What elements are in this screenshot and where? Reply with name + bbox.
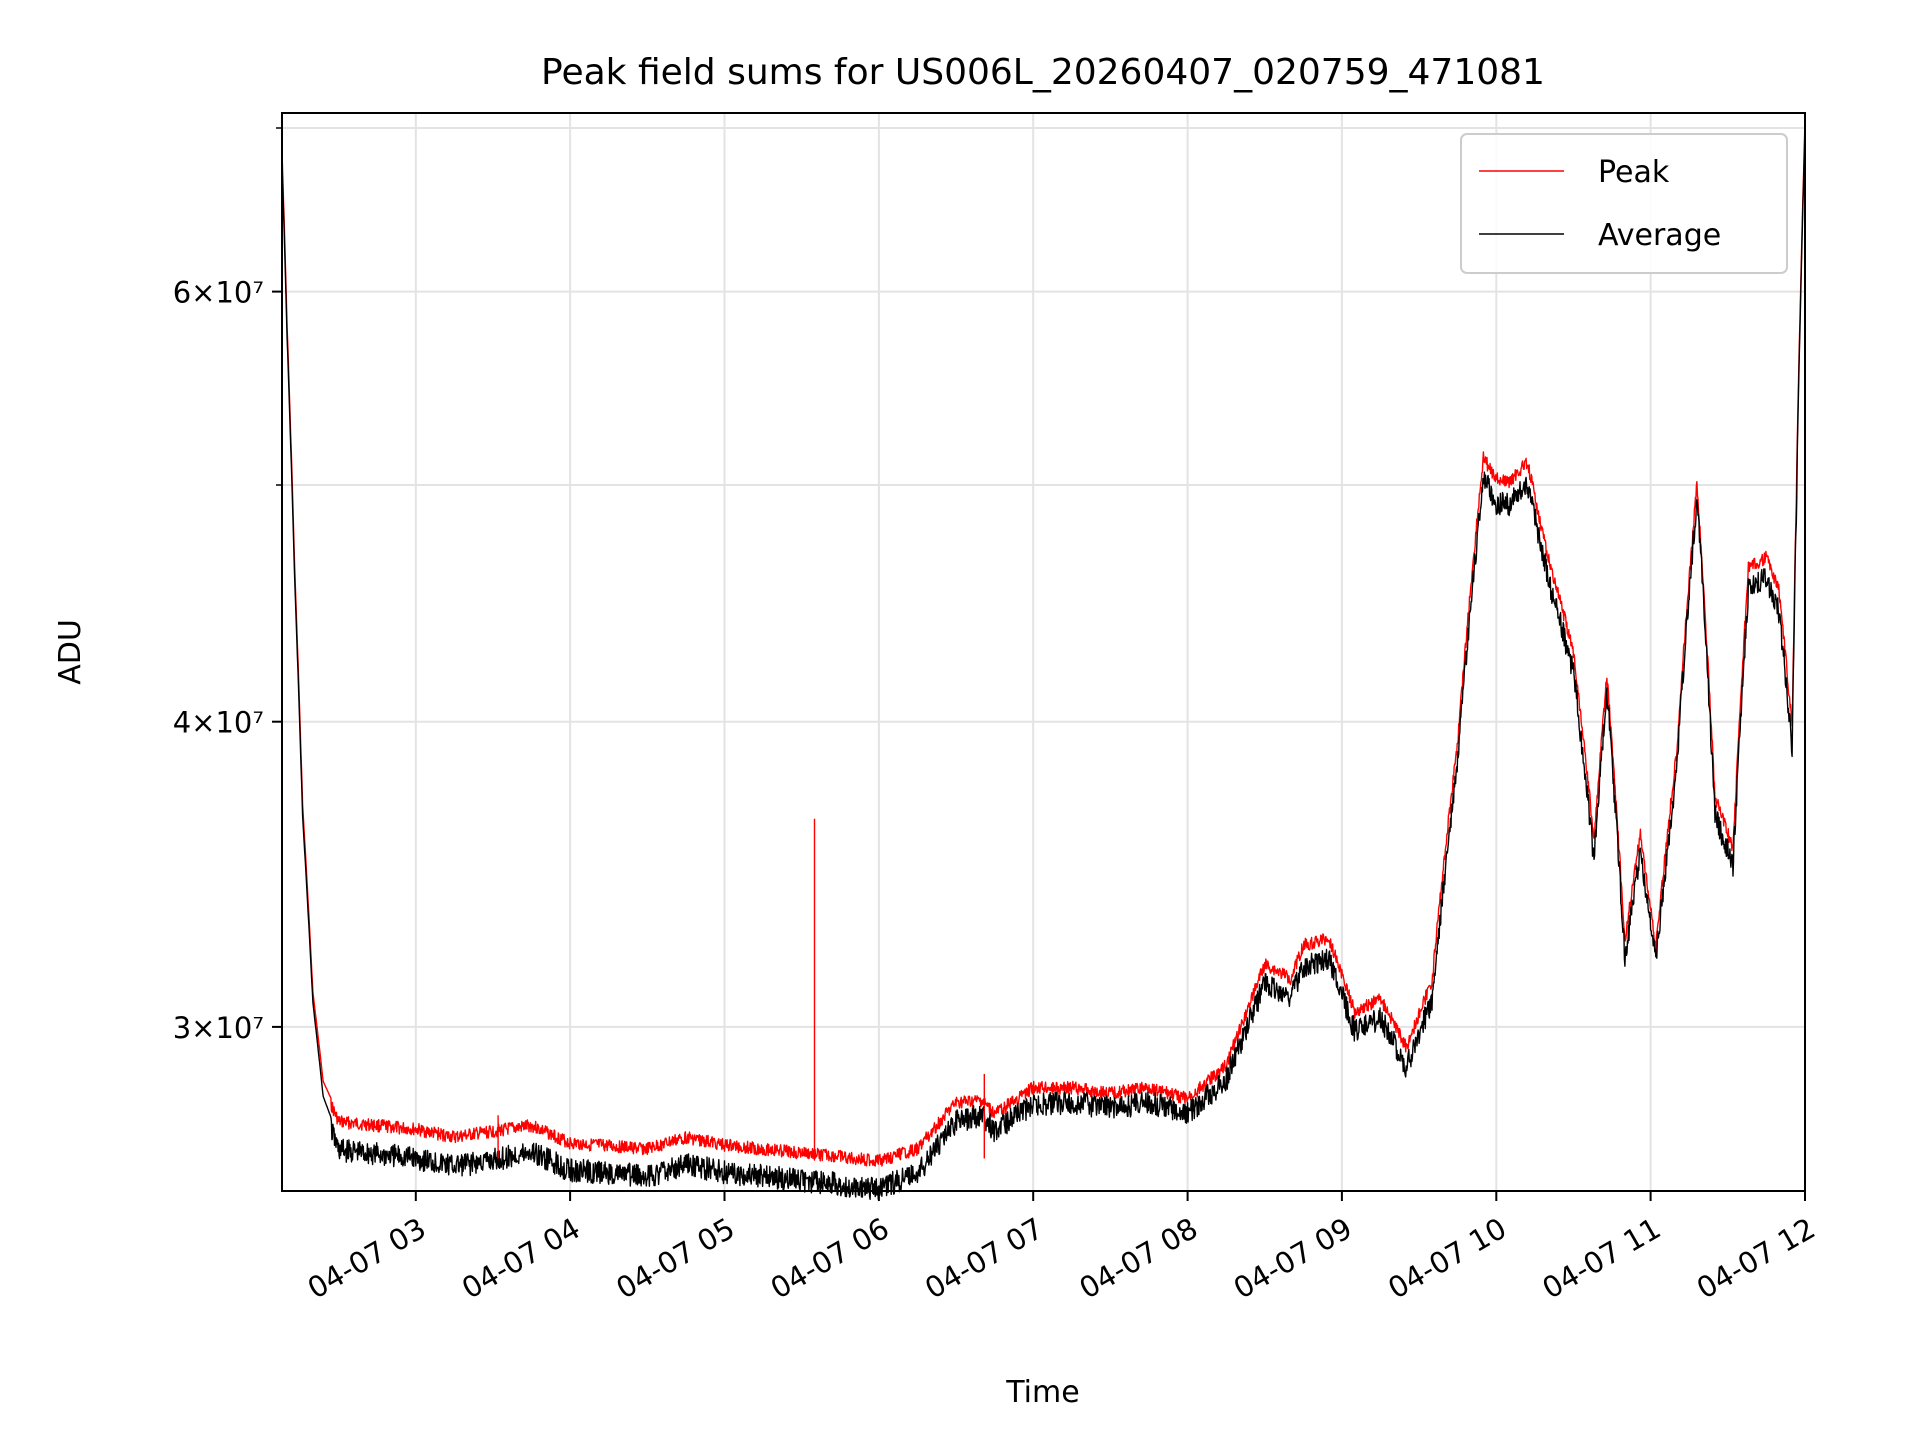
y-tick-label: 3×10⁷ — [173, 1011, 264, 1045]
legend-box — [1460, 133, 1788, 274]
plot-frame — [281, 112, 1806, 1192]
legend: Peak Average — [1460, 133, 1788, 274]
y-axis-label: ADU — [53, 619, 88, 685]
series-line-average — [281, 127, 1806, 1200]
y-tick-label: 4×10⁷ — [173, 706, 264, 740]
series-line-peak — [281, 120, 1806, 1167]
legend-label-peak: Peak — [1598, 155, 1670, 190]
chart-title: Peak field sums for US006L_20260407_0207… — [541, 52, 1545, 93]
legend-label-average: Average — [1598, 218, 1721, 253]
series-lines — [281, 120, 1806, 1200]
x-axis-label: Time — [1005, 1375, 1079, 1410]
y-tick-label: 6×10⁷ — [173, 276, 264, 310]
